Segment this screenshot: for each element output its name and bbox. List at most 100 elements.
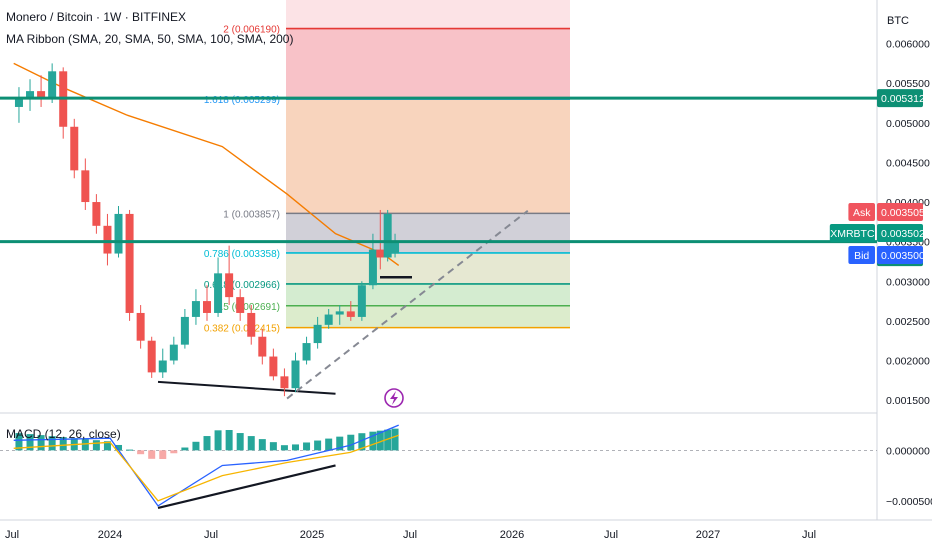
candle-body	[48, 71, 57, 100]
candle-body	[225, 273, 234, 298]
candle-body	[191, 301, 200, 317]
last-name-box	[829, 224, 875, 242]
macd-histogram-bar	[325, 438, 333, 451]
candle-body	[114, 213, 123, 254]
macd-histogram-bar	[269, 442, 277, 451]
candle-body	[214, 273, 223, 313]
macd-histogram-bar	[59, 437, 67, 451]
candle-body	[368, 249, 377, 286]
bid-price-value: 0.003500	[881, 250, 925, 262]
candle	[191, 289, 200, 325]
macd-histogram-bar	[303, 442, 311, 451]
candle-body	[203, 301, 212, 313]
lightning-icon[interactable]	[384, 388, 404, 408]
macd-histogram-bar	[137, 450, 145, 455]
y-tick-label: 0.002500	[886, 316, 930, 328]
candle	[26, 79, 35, 111]
candle-body	[269, 356, 278, 377]
fib-label-0.5: 0.5 (0.002691)	[215, 302, 280, 313]
candle	[313, 316, 322, 349]
candle	[269, 348, 278, 381]
ask-price-value: 0.003505	[881, 207, 925, 219]
signal-line	[13, 434, 399, 502]
candle-body	[383, 213, 392, 258]
candle-body	[357, 285, 366, 317]
macd-histogram-bar	[280, 445, 288, 451]
x-tick-label: Jul	[802, 529, 816, 541]
horizontal-levels[interactable]	[0, 96, 877, 279]
fib-zone-top[interactable]	[286, 0, 570, 29]
macd-y-tick-label: −0.000500	[886, 496, 932, 508]
macd-histogram-bar	[347, 434, 355, 451]
candle	[291, 352, 300, 393]
fib-zone-2[interactable]	[286, 28, 570, 100]
macd-histogram-bar	[358, 433, 366, 451]
macd-histogram-bar	[115, 444, 123, 451]
macd-line	[13, 424, 399, 507]
macd-histogram-bar	[391, 428, 399, 451]
y-tick-label: 0.002000	[886, 356, 930, 368]
x-tick-label: Jul	[204, 529, 218, 541]
candle	[225, 245, 234, 306]
macd-histogram-bar	[369, 431, 377, 451]
candle-body	[280, 376, 289, 389]
y-tick-label: 0.004500	[886, 157, 930, 169]
macd-histogram-bar	[314, 440, 322, 451]
candle	[258, 328, 267, 365]
bid-name-box	[848, 246, 875, 264]
candle-body	[346, 311, 355, 317]
x-tick-label: Jul	[5, 529, 19, 541]
candle	[280, 368, 289, 397]
fibonacci-extension[interactable]: 2 (0.006190) 1.618 (0.005299) 1 (0.003857)…	[204, 0, 570, 335]
fib-label-0.382: 0.382 (0.002415)	[204, 324, 280, 335]
macd-histogram-bar	[203, 436, 211, 451]
macd-histogram-bar	[48, 436, 56, 451]
indicator-label[interactable]: MA Ribbon (SMA, 20, SMA, 50, SMA, 100, S…	[6, 32, 293, 46]
macd-histogram-bar	[170, 450, 178, 454]
fib-zone-0.5[interactable]	[286, 305, 570, 328]
candle	[48, 63, 57, 103]
upper-level-tag-value: 0.005312	[881, 93, 925, 105]
candle-body	[70, 126, 79, 171]
macd-histogram-bar	[37, 435, 45, 451]
fib-zone-1.618[interactable]	[286, 99, 570, 214]
last-price-box	[877, 224, 923, 242]
candle-body	[169, 344, 178, 361]
candle-body	[14, 97, 23, 107]
fib-zone-1[interactable]	[286, 213, 570, 253]
candle	[346, 301, 355, 321]
candle	[383, 209, 392, 262]
candle-body	[136, 312, 145, 341]
candle	[335, 305, 344, 325]
candle-body	[125, 213, 134, 313]
support-trendline[interactable]	[157, 380, 336, 395]
fib-zone-0.786[interactable]	[286, 252, 570, 284]
macd-histogram-bar	[336, 436, 344, 451]
macd-histogram-bar	[181, 447, 189, 451]
macd-pane[interactable]	[0, 414, 877, 520]
currency-label[interactable]: BTC	[887, 15, 909, 27]
macd-title[interactable]: MACD (12, 26, close)	[6, 427, 121, 441]
macd-divergence-line[interactable]	[157, 464, 336, 509]
candle	[324, 309, 333, 329]
candle-body	[81, 170, 90, 203]
macd-histogram-bar	[258, 439, 266, 451]
candle-body	[391, 241, 400, 254]
price-tags: 0.0053120.0033040.003505Ask0.003502XMRBT…	[829, 89, 925, 267]
macd-histogram-bar	[291, 444, 299, 451]
ask-price-box	[877, 203, 923, 221]
symbol-title[interactable]: Monero / Bitcoin · 1W · BITFINEX	[6, 10, 186, 24]
candle-body	[236, 297, 245, 313]
fib-zone-0.618[interactable]	[286, 283, 570, 306]
y-tick-label: 0.005500	[886, 78, 930, 90]
candle	[180, 309, 189, 349]
candle-body	[158, 360, 167, 373]
macd-indicator	[0, 424, 877, 509]
x-tick-label: 2025	[300, 529, 324, 541]
fib-label-0.618: 0.618 (0.002966)	[204, 280, 280, 291]
last-name-label: XMRBTC	[830, 228, 875, 240]
axes: 0.0060000.0055000.0050000.0045000.004000…	[5, 39, 932, 541]
candle	[14, 87, 23, 123]
